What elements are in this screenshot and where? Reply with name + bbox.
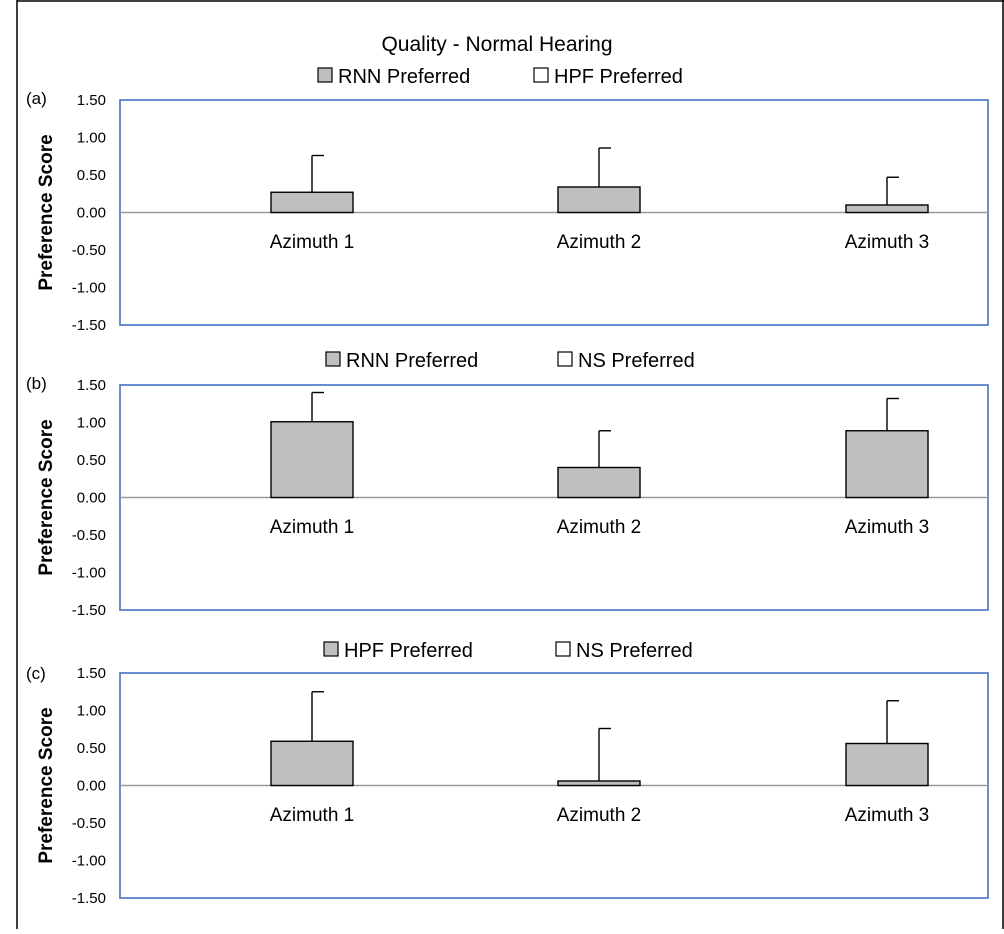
y-tick-label: -0.50 bbox=[72, 815, 106, 832]
bar bbox=[270, 191, 354, 214]
bar bbox=[557, 466, 641, 499]
y-tick-label: -1.50 bbox=[72, 890, 106, 907]
category-label: Azimuth 1 bbox=[270, 232, 354, 253]
y-tick-label: 0.50 bbox=[77, 740, 106, 757]
legend-label: HPF Preferred bbox=[344, 640, 473, 662]
category-label: Azimuth 1 bbox=[270, 517, 354, 538]
y-tick-label: 1.50 bbox=[77, 665, 106, 682]
bar bbox=[270, 421, 354, 499]
y-axis-label: Preference Score bbox=[36, 134, 57, 290]
legend-swatch bbox=[533, 67, 549, 83]
y-tick-label: 0.00 bbox=[77, 205, 106, 222]
y-tick-label: 0.00 bbox=[77, 778, 106, 795]
panel-1: (a) RNN Preferred HPF Preferred 1.50 1.00 0.5… bbox=[26, 66, 989, 334]
legend-label: NS Preferred bbox=[578, 350, 695, 372]
bar bbox=[845, 430, 929, 499]
chart-panels: (a) RNN Preferred HPF Preferred 1.50 1.00 0.5… bbox=[26, 66, 989, 907]
y-tick-label: 1.00 bbox=[77, 703, 106, 720]
bar bbox=[845, 204, 929, 214]
y-axis-label: Preference Score bbox=[36, 707, 57, 863]
legend-swatch bbox=[325, 351, 341, 367]
y-tick-label: -1.50 bbox=[72, 602, 106, 619]
legend-label: HPF Preferred bbox=[554, 66, 683, 88]
panel-label: (b) bbox=[26, 374, 47, 393]
category-label: Azimuth 2 bbox=[557, 517, 641, 538]
y-tick-label: 1.50 bbox=[77, 377, 106, 394]
bar bbox=[270, 740, 354, 787]
category-label: Azimuth 3 bbox=[845, 805, 929, 826]
category-label: Azimuth 3 bbox=[845, 517, 929, 538]
y-tick-label: 1.50 bbox=[77, 92, 106, 109]
y-tick-label: 0.50 bbox=[77, 167, 106, 184]
y-tick-label: 1.00 bbox=[77, 130, 106, 147]
y-tick-label: -1.00 bbox=[72, 280, 106, 297]
legend-label: RNN Preferred bbox=[346, 350, 478, 372]
y-tick-label: -0.50 bbox=[72, 242, 106, 259]
y-tick-label: -1.00 bbox=[72, 565, 106, 582]
category-label: Azimuth 1 bbox=[270, 805, 354, 826]
bar bbox=[557, 186, 641, 214]
category-label: Azimuth 3 bbox=[845, 232, 929, 253]
legend-swatch bbox=[323, 641, 339, 657]
category-label: Azimuth 2 bbox=[557, 232, 641, 253]
y-axis-label: Preference Score bbox=[36, 419, 57, 575]
chart-title: Quality - Normal Hearing bbox=[381, 33, 612, 56]
y-tick-label: -1.50 bbox=[72, 317, 106, 334]
panel-label: (c) bbox=[26, 664, 46, 683]
y-tick-label: 0.50 bbox=[77, 452, 106, 469]
bar bbox=[557, 780, 641, 787]
legend-label: NS Preferred bbox=[576, 640, 693, 662]
panel-label: (a) bbox=[26, 89, 47, 108]
legend-label: RNN Preferred bbox=[338, 66, 470, 88]
category-label: Azimuth 2 bbox=[557, 805, 641, 826]
y-tick-label: 0.00 bbox=[77, 490, 106, 507]
y-tick-label: 1.00 bbox=[77, 415, 106, 432]
bar bbox=[845, 742, 929, 787]
y-tick-label: -0.50 bbox=[72, 527, 106, 544]
panel-3: (c) HPF Preferred NS Preferred 1.50 1.00 0.50… bbox=[26, 640, 989, 907]
legend-swatch bbox=[555, 641, 571, 657]
y-tick-label: -1.00 bbox=[72, 853, 106, 870]
legend-swatch bbox=[557, 351, 573, 367]
panel-2: (b) RNN Preferred NS Preferred 1.50 1.00 0.50… bbox=[26, 350, 989, 619]
legend-swatch bbox=[317, 67, 333, 83]
